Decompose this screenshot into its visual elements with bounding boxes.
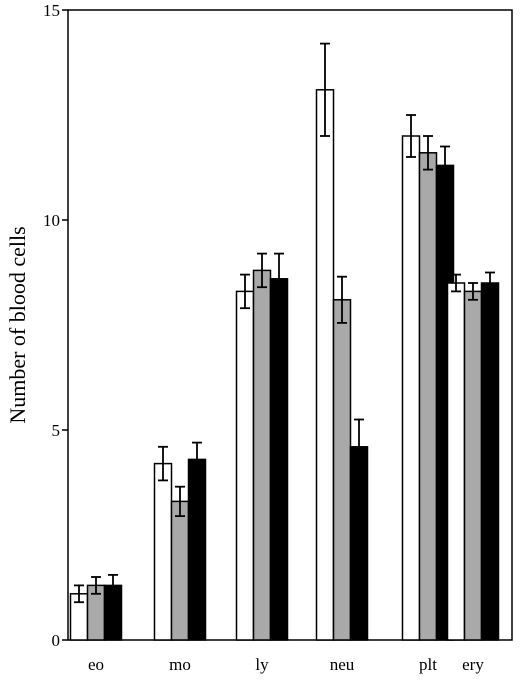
bar-mo-3 — [187, 458, 207, 641]
error-bar-mo-2 — [175, 485, 185, 517]
error-bar-ery-2 — [468, 282, 478, 301]
error-bar-mo-1 — [158, 445, 168, 482]
error-bar-ly-2 — [257, 252, 267, 289]
y-axis-ticks: 0 5 10 15 — [43, 1, 68, 650]
x-tick-label-mo: mo — [169, 655, 191, 674]
x-tick-label-ery: ery — [462, 655, 484, 674]
error-bar-eo-3 — [108, 574, 118, 597]
bar-ery-3 — [480, 282, 500, 641]
x-tick-label-ly: ly — [255, 655, 269, 674]
error-bar-ery-1 — [451, 273, 461, 293]
bars-layer — [69, 42, 500, 641]
error-bar-neu-3 — [354, 418, 364, 476]
error-bar-neu-2 — [337, 275, 347, 324]
y-tick-label-0: 0 — [52, 631, 61, 650]
error-bar-plt-2 — [423, 135, 433, 171]
plot-frame — [67, 9, 513, 641]
bar-ery-2 — [463, 290, 483, 641]
error-bar-ly-3 — [274, 252, 284, 305]
y-tick-label-15: 15 — [43, 1, 60, 20]
bar-neu-2 — [332, 299, 352, 641]
error-bar-eo-2 — [91, 576, 101, 595]
error-bar-ly-1 — [240, 273, 250, 310]
x-tick-label-neu: neu — [330, 655, 355, 674]
x-tick-label-plt: plt — [419, 655, 437, 674]
y-axis-title: Number of blood cells — [5, 226, 30, 423]
bar-plt-1 — [401, 135, 421, 641]
bar-ly-1 — [235, 290, 255, 641]
bar-ery-1 — [446, 282, 466, 641]
bar-ly-3 — [269, 278, 289, 641]
bar-neu-3 — [349, 446, 369, 641]
bar-neu-1 — [315, 89, 335, 641]
error-bar-mo-3 — [192, 441, 202, 478]
error-bar-neu-1 — [320, 42, 330, 137]
bar-mo-1 — [153, 462, 173, 641]
bar-ly-2 — [252, 269, 272, 641]
error-bar-plt-3 — [440, 145, 450, 186]
error-bar-plt-1 — [406, 114, 416, 158]
x-tick-label-eo: eo — [88, 655, 104, 674]
error-bar-ery-3 — [485, 271, 495, 295]
bar-plt-2 — [418, 152, 438, 641]
bar-mo-2 — [170, 500, 190, 641]
y-tick-label-10: 10 — [43, 211, 60, 230]
y-tick-label-5: 5 — [52, 421, 61, 440]
error-bar-eo-1 — [74, 584, 84, 604]
x-axis-labels: eo mo ly neu plt ery — [88, 655, 484, 674]
